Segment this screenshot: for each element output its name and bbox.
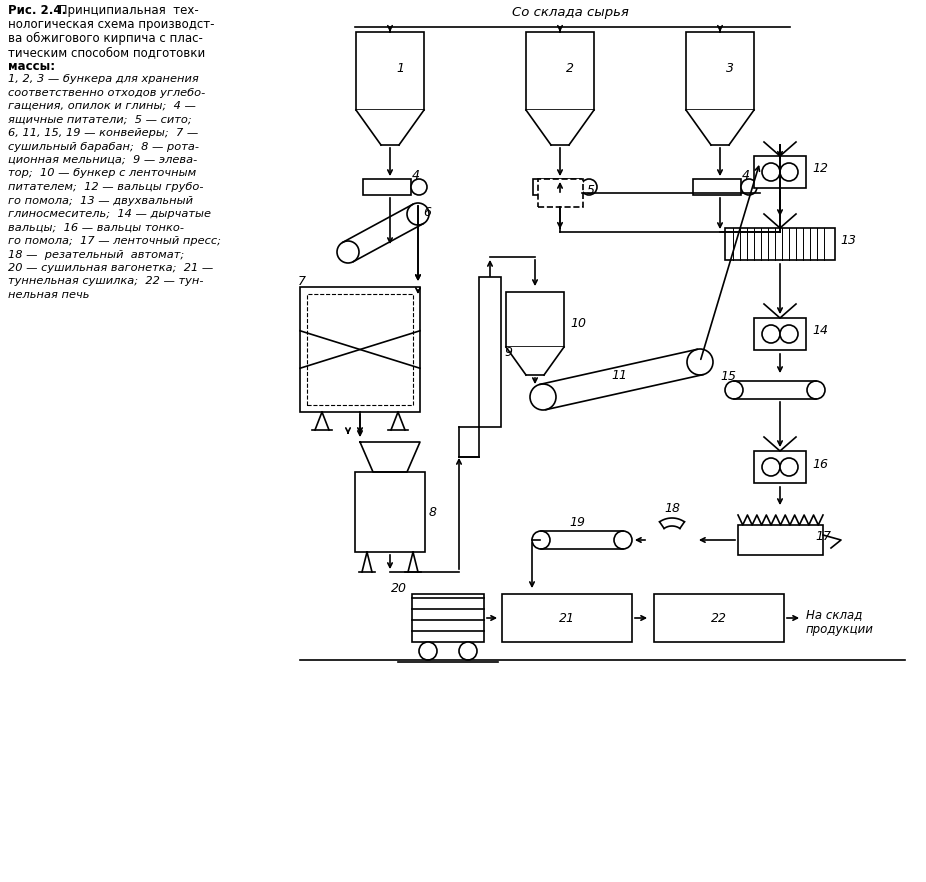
Text: вальцы;  16 — вальцы тонко-: вальцы; 16 — вальцы тонко- <box>8 222 184 233</box>
Circle shape <box>762 325 780 343</box>
Text: 11: 11 <box>611 369 627 382</box>
Text: Со склада сырья: Со склада сырья <box>511 6 629 19</box>
Circle shape <box>762 163 780 181</box>
Polygon shape <box>506 347 564 375</box>
Polygon shape <box>686 110 754 145</box>
Bar <box>537 179 582 207</box>
Bar <box>479 277 501 427</box>
Circle shape <box>725 381 743 399</box>
Text: гащения, опилок и глины;  4 —: гащения, опилок и глины; 4 — <box>8 101 196 111</box>
Circle shape <box>780 163 798 181</box>
Text: 15: 15 <box>720 370 736 383</box>
Circle shape <box>337 241 359 263</box>
Bar <box>502 594 632 642</box>
Text: тор;  10 — бункер с ленточным: тор; 10 — бункер с ленточным <box>8 168 196 178</box>
Bar <box>356 32 424 110</box>
Text: 4: 4 <box>742 169 750 182</box>
Text: 13: 13 <box>840 235 856 248</box>
Bar <box>654 594 784 642</box>
Text: го помола;  17 — ленточный пресс;: го помола; 17 — ленточный пресс; <box>8 236 221 246</box>
Bar <box>355 472 425 552</box>
Text: 4: 4 <box>412 169 420 182</box>
Text: 18: 18 <box>664 502 680 514</box>
Bar <box>363 179 411 195</box>
Text: 9: 9 <box>504 346 512 358</box>
Text: тическим способом подготовки: тическим способом подготовки <box>8 46 206 59</box>
Circle shape <box>780 458 798 476</box>
Text: 3: 3 <box>726 62 734 75</box>
Bar <box>533 179 581 195</box>
Text: 21: 21 <box>559 611 575 624</box>
Text: На склад: На склад <box>806 609 862 622</box>
Text: соответственно отходов углебо-: соответственно отходов углебо- <box>8 87 206 98</box>
Circle shape <box>532 531 550 549</box>
Bar <box>300 287 420 412</box>
Circle shape <box>581 179 597 195</box>
Text: ва обжигового кирпича с плас-: ва обжигового кирпича с плас- <box>8 32 203 45</box>
Bar <box>526 32 594 110</box>
Polygon shape <box>356 110 424 145</box>
Text: глиносмеситель;  14 — дырчатые: глиносмеситель; 14 — дырчатые <box>8 209 211 219</box>
Circle shape <box>780 325 798 343</box>
Text: 12: 12 <box>812 162 828 176</box>
Circle shape <box>807 381 825 399</box>
Polygon shape <box>526 110 594 145</box>
Text: ящичные питатели;  5 — сито;: ящичные питатели; 5 — сито; <box>8 115 192 124</box>
Text: 10: 10 <box>570 317 586 330</box>
Circle shape <box>530 384 556 410</box>
Bar <box>754 318 806 350</box>
Text: 1: 1 <box>396 62 404 75</box>
Text: 5: 5 <box>586 184 594 198</box>
Polygon shape <box>360 442 420 472</box>
Circle shape <box>419 642 437 660</box>
Bar <box>754 156 806 188</box>
Circle shape <box>459 642 477 660</box>
Text: 1, 2, 3 — бункера для хранения: 1, 2, 3 — бункера для хранения <box>8 74 199 84</box>
Text: 6: 6 <box>423 206 431 219</box>
Text: 20: 20 <box>391 582 407 595</box>
Circle shape <box>741 179 757 195</box>
Text: ционная мельница;  9 — элева-: ционная мельница; 9 — элева- <box>8 155 197 165</box>
Bar <box>506 292 564 347</box>
Text: питателем;  12 — вальцы грубо-: питателем; 12 — вальцы грубо- <box>8 182 204 192</box>
Text: 2: 2 <box>566 62 574 75</box>
Bar <box>307 294 413 405</box>
Text: 20 — сушильная вагонетка;  21 —: 20 — сушильная вагонетка; 21 — <box>8 263 213 273</box>
Text: 7: 7 <box>298 275 306 288</box>
Circle shape <box>614 531 632 549</box>
Text: сушильный барабан;  8 — рота-: сушильный барабан; 8 — рота- <box>8 141 199 152</box>
Text: Принципиальная  тех-: Принципиальная тех- <box>55 4 199 17</box>
Bar <box>693 179 741 195</box>
Circle shape <box>407 203 429 225</box>
Text: нологическая схема производст-: нологическая схема производст- <box>8 18 215 31</box>
Bar <box>738 525 823 555</box>
Text: продукции: продукции <box>806 624 874 637</box>
Text: 16: 16 <box>812 458 828 470</box>
Text: массы:: массы: <box>8 60 56 73</box>
Text: 14: 14 <box>812 325 828 338</box>
Text: 6, 11, 15, 19 — конвейеры;  7 —: 6, 11, 15, 19 — конвейеры; 7 — <box>8 128 198 138</box>
Text: го помола;  13 — двухвальный: го помола; 13 — двухвальный <box>8 196 193 206</box>
Bar <box>754 451 806 483</box>
Text: туннельная сушилка;  22 — тун-: туннельная сушилка; 22 — тун- <box>8 276 204 287</box>
Text: 17: 17 <box>815 530 831 543</box>
Bar <box>412 594 484 642</box>
Text: Рис. 2.4.: Рис. 2.4. <box>8 4 67 17</box>
Circle shape <box>411 179 427 195</box>
Text: 8: 8 <box>429 505 437 519</box>
Text: 19: 19 <box>569 516 585 529</box>
Circle shape <box>687 349 713 375</box>
Text: 22: 22 <box>711 611 727 624</box>
Text: нельная печь: нельная печь <box>8 290 90 300</box>
Bar <box>725 228 835 260</box>
Circle shape <box>762 458 780 476</box>
Bar <box>686 32 754 110</box>
Text: 18 —  резательный  автомат;: 18 — резательный автомат; <box>8 250 184 259</box>
